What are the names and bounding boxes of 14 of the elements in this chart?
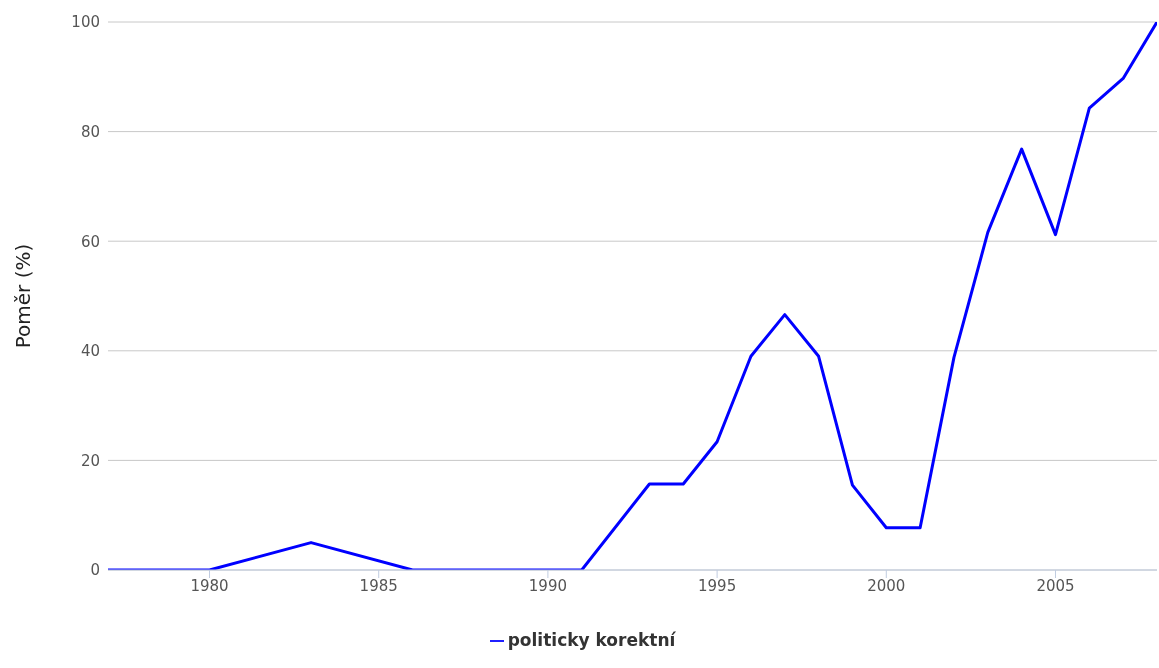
x-tick-label: 1980 [190, 576, 229, 595]
legend-label: politicky korektní [507, 630, 676, 650]
x-tick-label: 1995 [698, 576, 737, 595]
x-tick-label: 2005 [1036, 576, 1075, 595]
y-tick-label: 20 [80, 451, 100, 470]
x-tick-label: 2000 [867, 576, 906, 595]
y-tick-label: 80 [80, 122, 100, 141]
y-axis-title: Poměr (%) [11, 243, 36, 349]
y-tick-label: 0 [90, 561, 100, 580]
x-tick-label: 1985 [359, 576, 398, 595]
x-tick-label: 1990 [528, 576, 567, 595]
y-tick-label: 100 [71, 13, 100, 32]
y-tick-label: 60 [80, 232, 100, 251]
y-tick-label: 40 [80, 342, 100, 361]
